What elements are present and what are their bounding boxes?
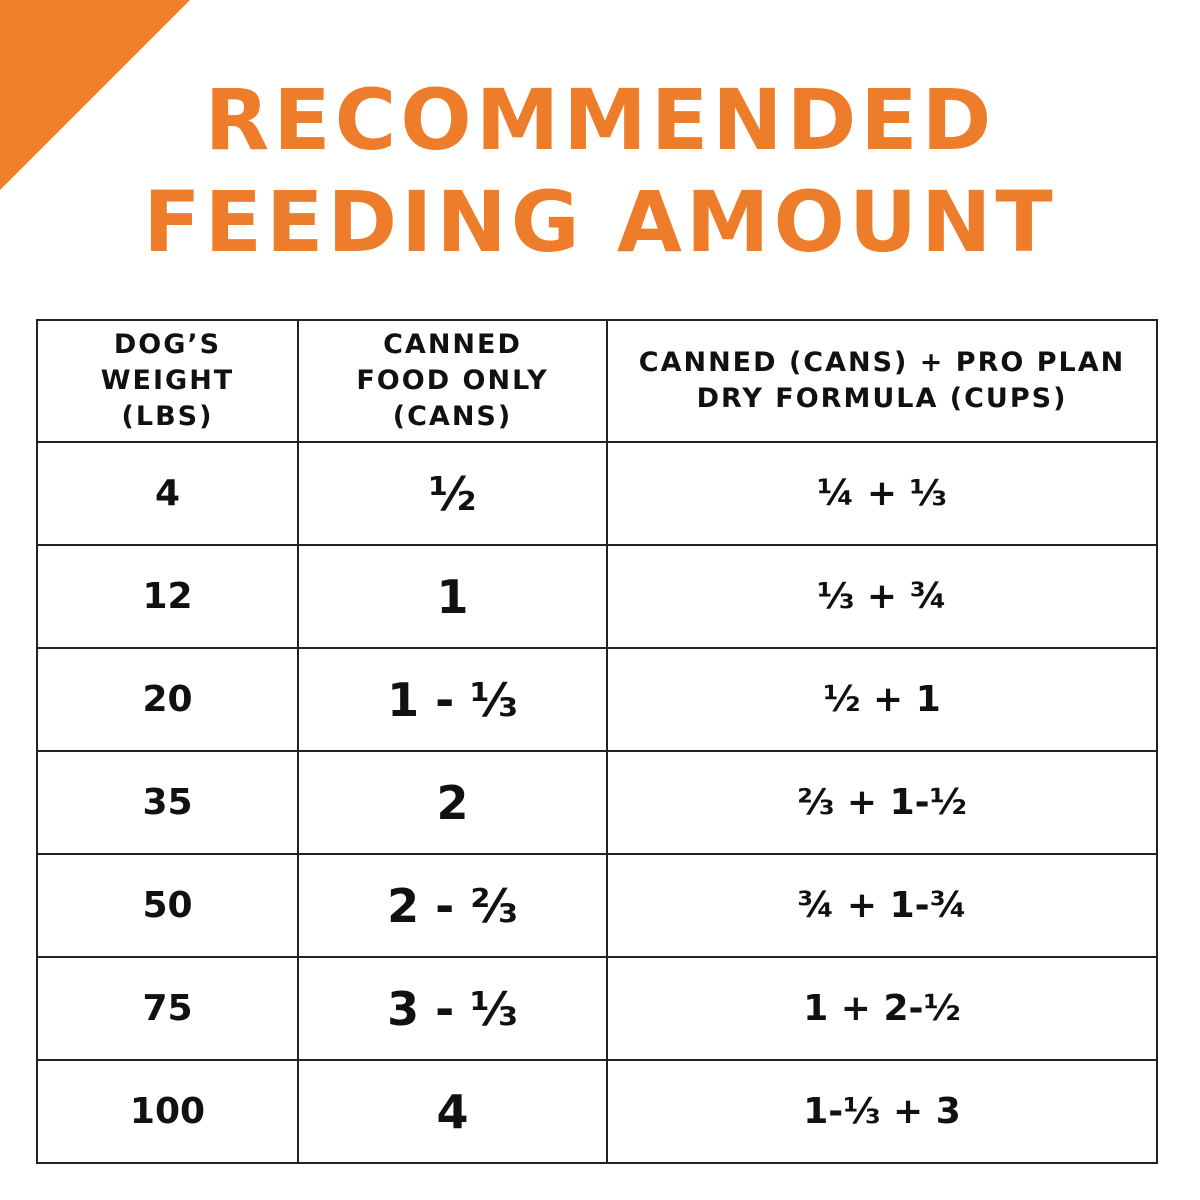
table-cell: 4 <box>36 441 299 546</box>
header-line: CANNED <box>383 329 522 360</box>
table-cell: 2 - ⅔ <box>297 853 608 958</box>
header-line: WEIGHT <box>100 365 235 396</box>
table-cell: 1 <box>297 544 608 649</box>
table-row: 35 2 ⅔ + 1-½ <box>36 750 1158 855</box>
header-line: DOG’S <box>113 329 222 360</box>
feeding-table: DOG’S WEIGHT (LBS) CANNED FOOD ONLY (CANS) CAN… <box>36 319 1158 1164</box>
table-cell: ⅓ + ¾ <box>606 544 1158 649</box>
header-line: (LBS) <box>121 401 214 432</box>
table-cell: 3 - ⅓ <box>297 956 608 1061</box>
header-line: DRY FORMULA (CUPS) <box>696 383 1068 414</box>
table-cell: 35 <box>36 750 299 855</box>
corner-accent <box>0 0 190 190</box>
table-cell: 20 <box>36 647 299 752</box>
table-cell: ⅔ + 1-½ <box>606 750 1158 855</box>
table-cell: 2 <box>297 750 608 855</box>
table-cell: 1-⅓ + 3 <box>606 1059 1158 1164</box>
table-cell: ½ <box>297 441 608 546</box>
table-cell: 75 <box>36 956 299 1061</box>
table-cell: 4 <box>297 1059 608 1164</box>
table-cell: 12 <box>36 544 299 649</box>
table-row: 12 1 ⅓ + ¾ <box>36 544 1158 649</box>
table-cell: 1 - ⅓ <box>297 647 608 752</box>
column-header: CANNED (CANS) + PRO PLAN DRY FORMULA (CUP… <box>606 319 1158 443</box>
column-header: DOG’S WEIGHT (LBS) <box>36 319 299 443</box>
table-cell: ¼ + ⅓ <box>606 441 1158 546</box>
table-cell: ¾ + 1-¾ <box>606 853 1158 958</box>
header-line: CANNED (CANS) + PRO PLAN <box>638 347 1126 378</box>
title: FEEDING AMOUNT <box>143 173 1057 271</box>
table-cell: 1 + 2-½ <box>606 956 1158 1061</box>
table-cell: 50 <box>36 853 299 958</box>
table-cell: 100 <box>36 1059 299 1164</box>
header-line: FOOD ONLY <box>356 365 549 396</box>
header-line: (CANS) <box>392 401 513 432</box>
title: RECOMMENDED <box>204 71 996 169</box>
table-cell: ½ + 1 <box>606 647 1158 752</box>
column-header: CANNED FOOD ONLY (CANS) <box>297 319 608 443</box>
table-row: 100 4 1-⅓ + 3 <box>36 1059 1158 1164</box>
